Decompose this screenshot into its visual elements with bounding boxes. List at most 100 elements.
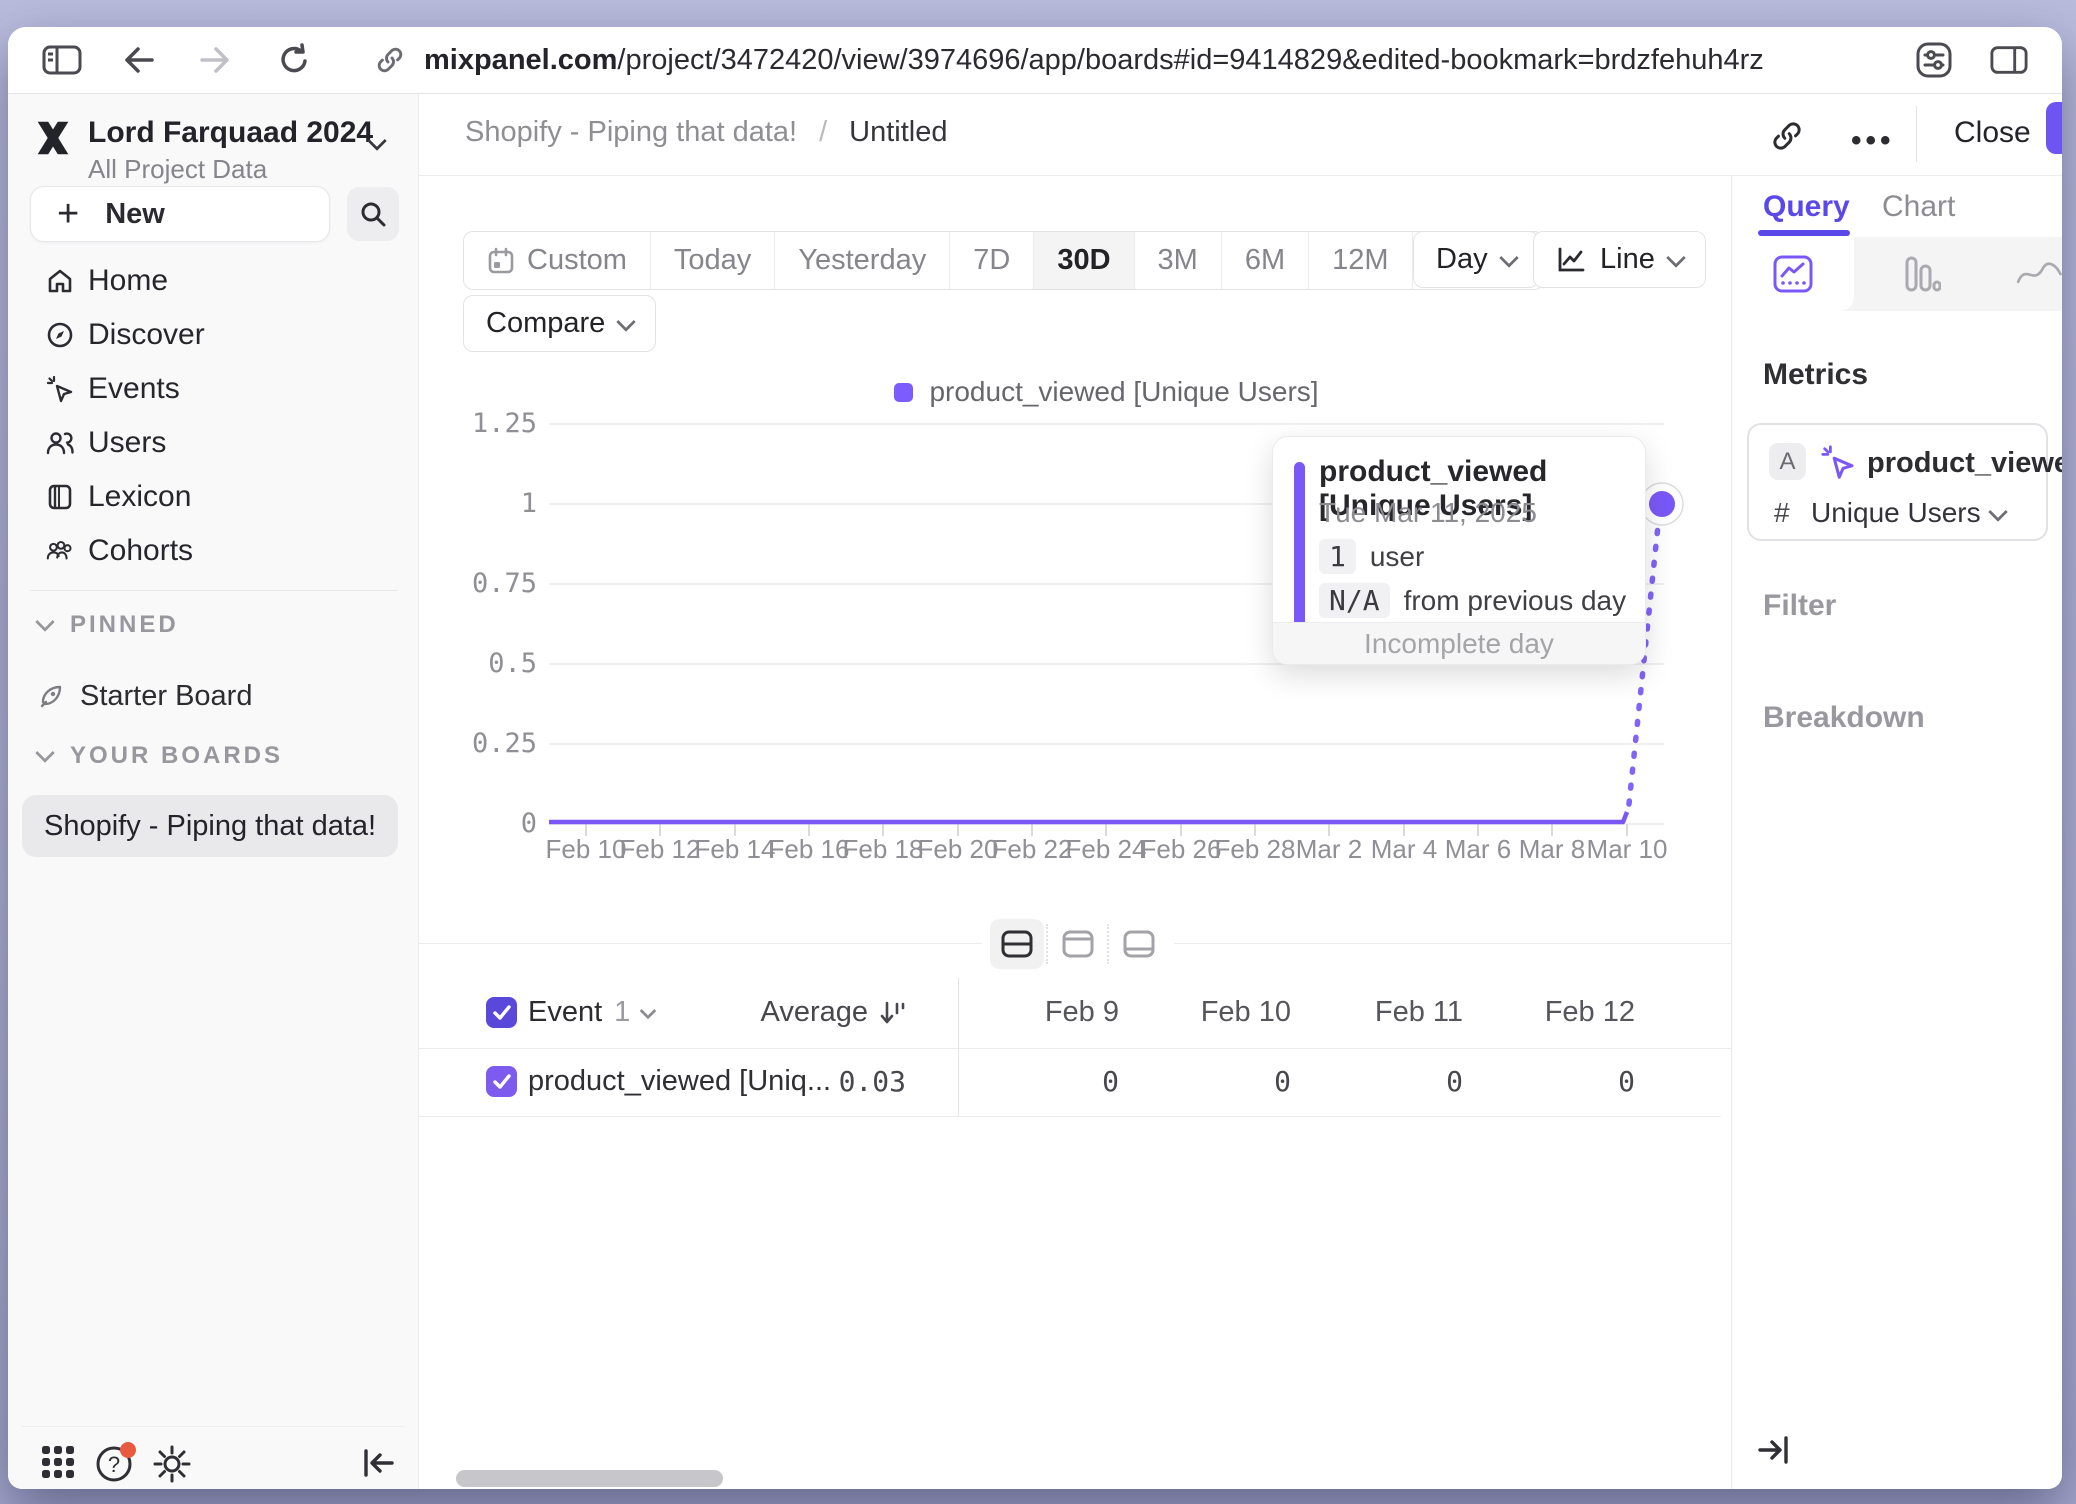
board-header: Shopify - Piping that data! / Untitled •… (419, 94, 2062, 176)
chart-type-insights-selected[interactable] (1732, 237, 1854, 311)
event-sparkle-cursor-icon (1819, 443, 1857, 481)
save-button-partial[interactable] (2046, 102, 2062, 154)
event-column-header[interactable]: Event 1 (528, 996, 657, 1029)
sidebar-item-lexicon[interactable]: Lexicon (8, 470, 418, 524)
x-tick: Feb 10 (545, 834, 627, 864)
toggle-separator (1107, 924, 1110, 964)
tooltip-value: 1 (1319, 539, 1356, 574)
chart-type-funnels[interactable] (1854, 237, 1987, 311)
breadcrumb-page-title[interactable]: Untitled (849, 116, 948, 148)
breadcrumb-board-link[interactable]: Shopify - Piping that data! (465, 116, 798, 148)
tab-chart[interactable]: Chart (1882, 190, 1956, 223)
forward-icon[interactable] (198, 45, 232, 75)
extensions-icon[interactable] (1914, 40, 1954, 80)
range-7d[interactable]: 7D (949, 232, 1033, 289)
select-all-checkbox[interactable] (486, 997, 517, 1028)
project-name[interactable]: Lord Farquaad 2024 (88, 116, 374, 149)
compare-button[interactable]: Compare (463, 295, 657, 352)
range-12m[interactable]: 12M (1308, 232, 1411, 289)
sidebar-item-label: Users (88, 426, 167, 459)
sidebar-item-cohorts[interactable]: Cohorts (8, 524, 418, 578)
board-item-selected[interactable]: Shopify - Piping that data! (22, 795, 398, 857)
layout-table-only-button[interactable] (1112, 919, 1166, 969)
right-sidebar-toggle-icon[interactable] (1990, 44, 2028, 76)
help-icon[interactable]: ? (94, 1442, 140, 1484)
range-30d-selected[interactable]: 30D (1033, 232, 1134, 289)
table-cell-value: 0 (1102, 1065, 1119, 1098)
sidebar-item-events[interactable]: Events (8, 362, 418, 416)
new-button-label: New (105, 197, 165, 230)
pinned-section-header[interactable]: PINNED (35, 611, 179, 639)
collapse-sidebar-icon[interactable] (360, 1446, 398, 1480)
more-options-icon[interactable]: ••• (1851, 124, 1895, 157)
collapse-panel-icon[interactable] (1754, 1433, 1792, 1467)
search-button[interactable] (347, 187, 399, 241)
calendar-icon (487, 247, 515, 275)
range-3m[interactable]: 3M (1133, 232, 1221, 289)
browser-toolbar: mixpanel.com/project/3472420/view/397469… (8, 27, 2062, 94)
table-column-divider (958, 978, 959, 1116)
tooltip-footer-incomplete-day: Incomplete day (1273, 622, 1645, 664)
sidebar-item-home[interactable]: Home (8, 254, 418, 308)
tooltip-title: product_viewed [Unique Users] (1319, 455, 1548, 522)
chart-style-dropdown[interactable]: Line (1533, 231, 1706, 288)
average-column-header[interactable]: Average (706, 996, 906, 1029)
browser-sidebar-toggle-icon[interactable] (42, 44, 82, 76)
average-header-label: Average (760, 996, 869, 1028)
range-today[interactable]: Today (649, 232, 774, 289)
y-tick: 0 (520, 808, 537, 839)
date-column-header: Feb 11 (1374, 996, 1463, 1028)
chart-only-icon (1062, 930, 1094, 958)
close-button[interactable]: Close (1954, 116, 2031, 149)
users-icon (45, 428, 75, 458)
sidebar-item-label: Home (88, 264, 169, 297)
chart-legend[interactable]: product_viewed [Unique Users] (549, 376, 1664, 408)
copy-link-icon[interactable] (1769, 118, 1805, 154)
date-range-control: Custom Today Yesterday 7D 30D 3M 6M 12M … (463, 231, 1544, 290)
url-bar[interactable]: mixpanel.com/project/3472420/view/397469… (424, 44, 1764, 77)
x-axis-ticks (585, 824, 1628, 836)
event-count: 1 (614, 996, 631, 1028)
query-panel: Query Chart (1731, 176, 2062, 1489)
metric-measure-dropdown[interactable]: Unique Users (1811, 497, 1981, 528)
layout-toggle-group (982, 914, 1174, 974)
new-button[interactable]: + New (30, 186, 330, 242)
url-path: /project/3472420/view/3974696/app/boards… (617, 43, 1764, 76)
metric-card[interactable]: A product_viewed # Unique Users (1747, 423, 2062, 541)
chart-type-flows[interactable] (1987, 237, 2062, 311)
layout-split-view-button-selected[interactable] (990, 919, 1044, 969)
sidebar-item-users[interactable]: Users (8, 416, 418, 470)
apps-grid-icon[interactable] (38, 1442, 78, 1482)
y-tick: 1 (520, 488, 537, 519)
line-chart-icon (1556, 246, 1586, 274)
layout-chart-only-button[interactable] (1051, 919, 1105, 969)
breakdown-section-label[interactable]: Breakdown (1763, 701, 1925, 734)
filter-section-label[interactable]: Filter (1763, 589, 1837, 622)
range-label: Custom (527, 244, 627, 276)
tooltip-value-row: 1 user (1319, 539, 1424, 574)
url-lock-link-icon (374, 44, 406, 76)
range-6m[interactable]: 6M (1220, 232, 1308, 289)
sidebar-item-starter-board[interactable]: Starter Board (38, 674, 252, 718)
back-icon[interactable] (122, 45, 156, 75)
your-boards-section-header[interactable]: YOUR BOARDS (35, 742, 283, 770)
tooltip-series-bar (1294, 462, 1305, 639)
granularity-dropdown[interactable]: Day (1413, 231, 1539, 288)
breadcrumb-separator: / (819, 116, 828, 148)
range-yesterday[interactable]: Yesterday (774, 232, 949, 289)
table-row-series-name[interactable]: product_viewed [Uniq... (528, 1065, 832, 1097)
tab-query[interactable]: Query (1763, 190, 1850, 223)
legend-swatch (894, 382, 914, 402)
pinned-chevron-icon (35, 612, 55, 632)
mixpanel-logo[interactable] (30, 115, 76, 161)
sidebar-item-discover[interactable]: Discover (8, 308, 418, 362)
reload-icon[interactable] (276, 42, 312, 78)
chart-type-strip (1732, 237, 2062, 311)
range-custom[interactable]: Custom (464, 232, 650, 289)
horizontal-scrollbar-thumb[interactable] (456, 1470, 723, 1487)
table-cell-value: 0 (1274, 1065, 1291, 1098)
mixpanel-app: Lord Farquaad 2024 All Project Data + Ne… (8, 94, 2062, 1489)
settings-gear-icon[interactable] (152, 1444, 192, 1484)
svg-text:?: ? (108, 1452, 120, 1477)
row-checkbox[interactable] (486, 1066, 517, 1097)
